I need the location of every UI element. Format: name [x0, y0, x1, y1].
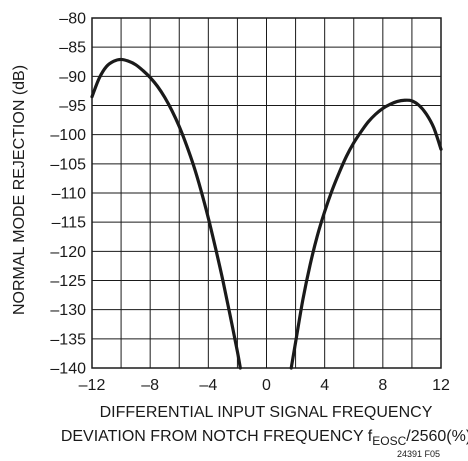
x-axis-title-line-1: DIFFERENTIAL INPUT SIGNAL FREQUENCY [100, 404, 433, 421]
x-tick-label: –8 [141, 377, 159, 394]
x-axis-title-line-2: DEVIATION FROM NOTCH FREQUENCY fEOSC/256… [61, 428, 468, 448]
y-tick-label: –85 [59, 40, 86, 57]
y-tick-label: –90 [59, 69, 86, 86]
y-tick-label: –120 [50, 244, 86, 261]
y-tick-label: –140 [50, 361, 86, 378]
x-tick-label: 4 [320, 377, 329, 394]
x-tick-label: 8 [378, 377, 387, 394]
y-tick-label: –95 [59, 98, 86, 115]
y-axis-title: NORMAL MODE REJECTION (dB) [11, 65, 28, 315]
y-tick-label: –135 [50, 331, 86, 348]
y-tick-label: –105 [50, 156, 86, 173]
figure-id: 24391 F05 [397, 449, 440, 459]
rejection-curve-left-lobe [90, 57, 242, 370]
y-tick-label: –125 [50, 273, 86, 290]
y-tick-label: –80 [59, 11, 86, 28]
y-tick-label: –100 [50, 127, 86, 144]
x-axis-tick-labels: –12 –8 –4 0 4 8 12 [79, 377, 450, 394]
x-axis-title-prefix: DEVIATION FROM NOTCH FREQUENCY f [61, 428, 373, 445]
rejection-curve [90, 57, 443, 370]
x-axis-title-subscript: EOSC [372, 434, 406, 448]
plot-border [91, 17, 442, 369]
x-axis-title-suffix: /2560(%) [406, 428, 468, 445]
x-tick-label: –4 [199, 377, 217, 394]
x-tick-label: 0 [262, 377, 271, 394]
y-tick-label: –130 [50, 302, 86, 319]
x-tick-label: –12 [79, 377, 106, 394]
y-tick-label: –110 [52, 186, 87, 203]
plot-area-frame [91, 17, 442, 369]
y-axis-tick-labels: –80 –85 –90 –95 –100 –105 –110 –115 –120 –125 –130… [50, 11, 86, 378]
x-tick-label: 12 [432, 377, 450, 394]
rejection-curve-right-lobe [289, 98, 443, 370]
y-tick-label: –115 [52, 215, 87, 232]
